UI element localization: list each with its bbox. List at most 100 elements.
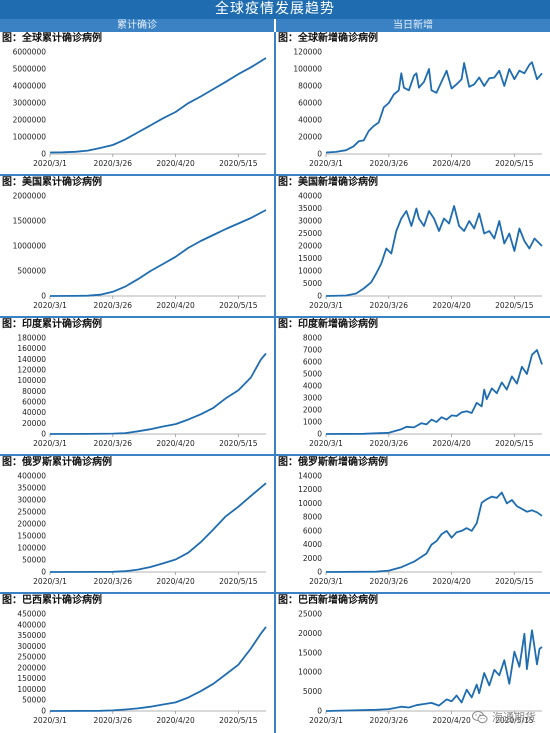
chart-title: 图：俄罗斯新增确诊病例 — [278, 457, 388, 468]
row-separator — [0, 174, 550, 176]
y-tick-label: 10000 — [298, 668, 322, 677]
x-tick-label: 2020/4/20 — [432, 577, 471, 586]
y-tick-label: 350000 — [17, 484, 46, 493]
y-tick-label: 5000000 — [13, 65, 47, 74]
y-tick-label: 250000 — [17, 508, 46, 517]
y-tick-label: 450000 — [17, 610, 46, 619]
y-tick-label: 25000 — [298, 229, 322, 238]
y-tick-label: 1000 — [303, 418, 322, 427]
y-tick-label: 12000 — [298, 485, 322, 494]
y-tick-label: 20000 — [298, 242, 322, 251]
chart-russia-daily: 0 2000 4000 6000 8000 10000 12000 14000 2020/3/1… — [298, 472, 543, 586]
x-tick-label: 2020/3/1 — [33, 577, 67, 586]
y-tick-label: 40000 — [298, 116, 322, 125]
x-tick-label: 2020/3/1 — [309, 301, 343, 310]
x-tick-label: 2020/3/26 — [94, 159, 133, 168]
y-tick-label: 0 — [41, 150, 46, 159]
x-tick-label: 2020/3/1 — [309, 439, 343, 448]
y-tick-label: 60000 — [22, 398, 46, 407]
x-tick-label: 2020/4/20 — [156, 301, 195, 310]
x-tick-label: 2020/4/20 — [156, 716, 195, 725]
row-separator — [0, 454, 550, 456]
chart-title: 图：全球新增确诊病例 — [278, 33, 378, 44]
x-tick-label: 2020/5/15 — [219, 301, 258, 310]
x-tick-label: 2020/4/20 — [156, 159, 195, 168]
y-tick-label: 0 — [317, 707, 322, 716]
chart-global-cumulative: 0 1000000 2000000 3000000 4000000 5000000 6000… — [13, 48, 267, 168]
y-tick-label: 60000 — [298, 99, 322, 108]
x-tick-label: 2020/4/20 — [432, 301, 471, 310]
column-divider — [274, 32, 276, 733]
chart-title: 图：美国累计确诊病例 — [2, 177, 102, 188]
x-tick-label: 2020/3/1 — [309, 159, 343, 168]
x-tick-label: 2020/3/26 — [370, 577, 409, 586]
y-tick-label: 5000 — [303, 279, 322, 288]
x-tick-label: 2020/3/1 — [33, 159, 67, 168]
x-tick-label: 2020/3/26 — [370, 439, 409, 448]
y-tick-label: 0 — [41, 707, 46, 716]
y-tick-label: 6000 — [303, 358, 322, 367]
y-tick-label: 6000 — [303, 526, 322, 535]
y-tick-label: 200000 — [17, 663, 46, 672]
y-tick-label: 14000 — [298, 472, 322, 481]
y-tick-label: 300000 — [17, 496, 46, 505]
chart-title: 图：印度累计确诊病例 — [2, 319, 102, 330]
y-tick-label: 25000 — [298, 610, 322, 619]
x-tick-label: 2020/3/1 — [33, 716, 67, 725]
series-line — [325, 61, 543, 154]
y-tick-label: 50000 — [22, 556, 46, 565]
y-tick-label: 2000000 — [13, 192, 47, 201]
y-tick-label: 5000 — [303, 370, 322, 379]
y-tick-label: 8000 — [303, 334, 322, 343]
x-tick-label: 2020/3/26 — [370, 301, 409, 310]
y-tick-label: 10000 — [298, 499, 322, 508]
series-line — [325, 349, 543, 435]
chart-brazil-daily: 0 5000 10000 15000 20000 25000 2020/3/1 2020/3/… — [298, 610, 543, 725]
x-tick-label: 2020/3/1 — [33, 439, 67, 448]
y-tick-label: 20000 — [22, 419, 46, 428]
chart-title: 图：巴西新增确诊病例 — [278, 595, 378, 606]
x-tick-label: 2020/4/20 — [432, 716, 471, 725]
y-tick-label: 250000 — [17, 653, 46, 662]
y-tick-label: 0 — [317, 430, 322, 439]
y-tick-label: 400000 — [17, 620, 46, 629]
y-tick-label: 400000 — [17, 472, 46, 481]
wechat-icon — [472, 710, 488, 723]
y-tick-label: 1000000 — [13, 133, 47, 142]
y-tick-label: 80000 — [22, 387, 46, 396]
y-tick-label: 4000000 — [13, 82, 47, 91]
y-tick-label: 200000 — [17, 520, 46, 529]
y-tick-label: 0 — [317, 292, 322, 301]
chart-russia-cumulative: 0 50000 100000 150000 200000 250000 300000 3500… — [17, 472, 267, 586]
series-line — [49, 209, 267, 297]
y-tick-label: 8000 — [303, 513, 322, 522]
row-separator — [0, 316, 550, 318]
y-tick-label: 4000 — [303, 540, 322, 549]
y-tick-label: 6000000 — [13, 48, 47, 57]
y-tick-label: 500000 — [17, 267, 46, 276]
y-tick-label: 100000 — [293, 65, 322, 74]
y-tick-label: 350000 — [17, 631, 46, 640]
x-tick-label: 2020/5/15 — [219, 577, 258, 586]
y-tick-label: 140000 — [17, 355, 46, 364]
series-line — [49, 482, 267, 573]
y-tick-label: 40000 — [298, 192, 322, 201]
y-tick-label: 160000 — [17, 344, 46, 353]
y-tick-label: 2000 — [303, 554, 322, 563]
y-tick-label: 0 — [317, 568, 322, 577]
x-tick-label: 2020/4/20 — [156, 439, 195, 448]
y-tick-label: 80000 — [298, 82, 322, 91]
y-tick-label: 4000 — [303, 382, 322, 391]
x-tick-label: 2020/5/15 — [495, 159, 534, 168]
y-tick-label: 150000 — [17, 532, 46, 541]
y-tick-label: 20000 — [298, 629, 322, 638]
chart-title: 图：巴西累计确诊病例 — [2, 595, 102, 606]
y-tick-label: 100000 — [17, 685, 46, 694]
series-line — [325, 491, 543, 573]
y-tick-label: 20000 — [298, 133, 322, 142]
y-tick-label: 100000 — [17, 376, 46, 385]
watermark: 海通期货 — [472, 709, 536, 725]
y-tick-label: 7000 — [303, 346, 322, 355]
y-tick-label: 2000000 — [13, 116, 47, 125]
